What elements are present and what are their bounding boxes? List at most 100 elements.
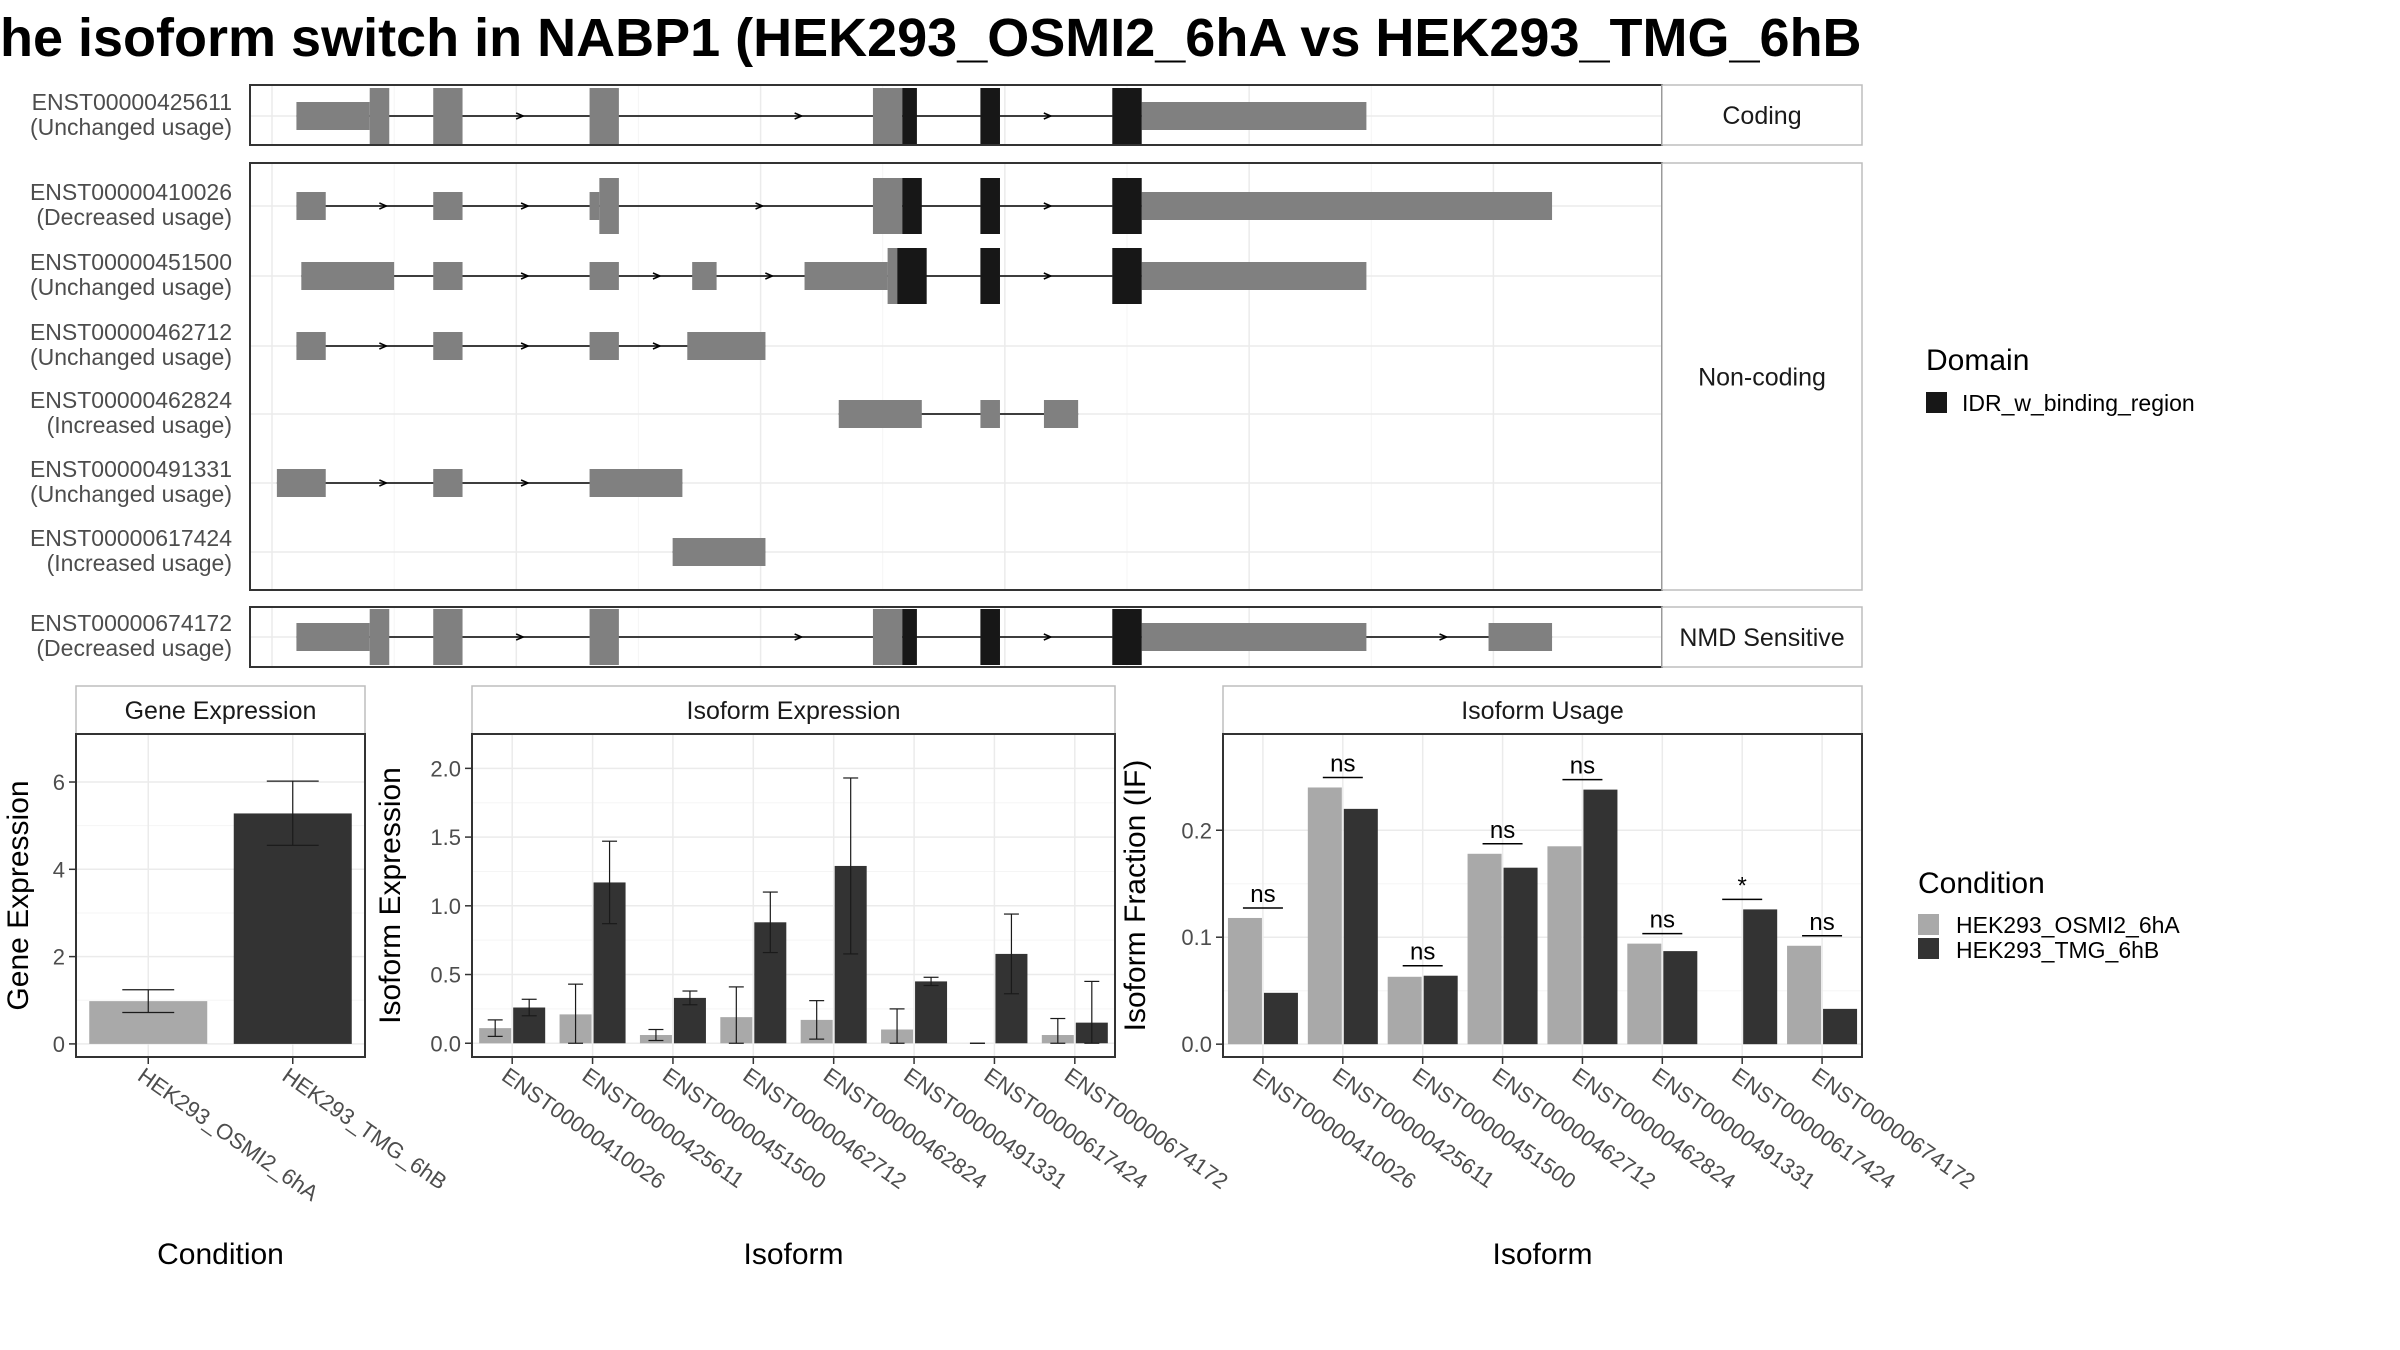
figure-title: he isoform switch in NABP1 (HEK293_OSMI2… xyxy=(0,8,1862,68)
transcript-usage-label: (Decreased usage) xyxy=(36,204,232,230)
panel-border xyxy=(75,733,366,1058)
panel-title-strip xyxy=(471,685,1116,735)
y-tick-label: 4 xyxy=(53,857,65,882)
structure-group-label: Coding xyxy=(1722,102,1801,130)
domain-block xyxy=(980,609,1000,665)
condition-legend-key-2 xyxy=(1918,938,1939,959)
x-axis-label: Condition xyxy=(157,1238,284,1271)
exon-block xyxy=(589,332,619,360)
exon-block xyxy=(1141,623,1367,651)
exon-block xyxy=(872,609,903,665)
panel-border xyxy=(471,733,1116,1058)
domain-block xyxy=(980,248,1000,304)
intron-arrow xyxy=(1043,633,1053,641)
y-tick-label: 0 xyxy=(53,1032,65,1057)
bar xyxy=(1823,1008,1858,1045)
intron-arrow xyxy=(515,112,526,120)
transcript-id-label: ENST00000410026 xyxy=(30,179,232,205)
transcript-id-label: ENST00000617424 xyxy=(30,525,232,551)
exon-block xyxy=(369,609,390,665)
intron-arrow xyxy=(520,202,530,210)
exon-block xyxy=(872,178,903,234)
domain-legend-label: IDR_w_binding_region xyxy=(1962,390,2195,416)
transcript-id-label: ENST00000425611 xyxy=(32,89,232,115)
x-axis-label: Isoform xyxy=(1492,1238,1592,1271)
exon-block xyxy=(369,88,390,144)
bar xyxy=(1787,945,1822,1045)
y-tick-label: 1.0 xyxy=(430,894,461,919)
exon-block xyxy=(301,262,395,290)
significance-label: * xyxy=(1738,872,1747,899)
exon-block xyxy=(296,192,326,220)
exon-block xyxy=(1141,192,1553,220)
exon-block xyxy=(687,332,766,360)
exon-block xyxy=(276,469,326,497)
domain-block xyxy=(902,88,917,144)
condition-legend-title: Condition xyxy=(1918,867,2045,900)
transcript-id-label: ENST00000462824 xyxy=(30,387,232,413)
intron-arrow xyxy=(379,342,389,350)
bar xyxy=(233,813,352,1044)
domain-block xyxy=(897,248,927,304)
panel-title: Isoform Expression xyxy=(687,697,901,725)
exon-block xyxy=(589,88,619,144)
significance-label: ns xyxy=(1330,750,1355,777)
y-axis-label: Isoform Fraction (IF) xyxy=(1119,760,1152,1032)
condition-legend-label-2: HEK293_TMG_6hB xyxy=(1956,937,2159,963)
intron-arrow xyxy=(1043,202,1053,210)
exon-block xyxy=(589,192,600,220)
intron-arrow xyxy=(755,202,765,210)
y-tick-label: 0.0 xyxy=(1181,1032,1212,1057)
intron-arrow xyxy=(520,479,530,487)
panel-title-strip xyxy=(1222,685,1863,735)
intron-arrow xyxy=(520,272,530,280)
intron-arrow xyxy=(652,342,662,350)
intron-arrow xyxy=(379,479,389,487)
condition-legend: Condition HEK293_OSMI2_6hA HEK293_TMG_6h… xyxy=(1918,867,2180,963)
exon-block xyxy=(872,88,903,144)
exon-block xyxy=(296,332,326,360)
bar xyxy=(1307,787,1342,1045)
transcript-id-label: ENST00000491331 xyxy=(30,456,232,482)
domain-block xyxy=(1112,88,1142,144)
significance-label: ns xyxy=(1250,881,1275,908)
x-axis-label: Isoform xyxy=(743,1238,843,1271)
y-axis-label: Isoform Expression xyxy=(374,767,407,1024)
exon-block xyxy=(1141,262,1367,290)
y-tick-label: 0.5 xyxy=(430,963,461,988)
intron-arrow xyxy=(1439,633,1449,641)
bar xyxy=(1263,992,1298,1045)
bar xyxy=(1547,846,1582,1045)
bar xyxy=(1663,951,1698,1045)
exon-block xyxy=(433,469,463,497)
exon-block xyxy=(296,623,370,651)
significance-label: ns xyxy=(1650,907,1675,934)
transcript-usage-label: (Unchanged usage) xyxy=(30,114,232,140)
bar xyxy=(673,997,706,1044)
transcript-id-label: ENST00000451500 xyxy=(30,249,232,275)
intron-arrow xyxy=(1043,272,1053,280)
domain-block xyxy=(1112,609,1142,665)
structure-group-strip xyxy=(1661,606,1863,668)
exon-block xyxy=(433,88,463,144)
panel-title: Gene Expression xyxy=(125,697,317,725)
y-tick-label: 2.0 xyxy=(430,756,461,781)
exon-block xyxy=(589,609,619,665)
y-tick-label: 0.1 xyxy=(1181,925,1212,950)
exon-block xyxy=(433,192,463,220)
exon-block xyxy=(692,262,717,290)
y-axis-label: Gene Expression xyxy=(2,780,35,1010)
isoform-usage-panel: Isoform Usagensnsnsnsnsns*ns0.00.10.2ENS… xyxy=(1119,685,1980,1271)
exon-block xyxy=(1488,623,1553,651)
domain-legend-key xyxy=(1926,392,1947,413)
intron-arrow xyxy=(765,272,775,280)
bar xyxy=(1423,975,1458,1045)
exon-block xyxy=(433,262,463,290)
exon-block xyxy=(433,609,463,665)
structure-panel-border xyxy=(249,162,1663,591)
domain-block xyxy=(980,178,1000,234)
exon-block xyxy=(804,262,888,290)
domain-block xyxy=(902,609,917,665)
domain-legend-title: Domain xyxy=(1926,344,2029,377)
intron-arrow xyxy=(794,112,804,120)
